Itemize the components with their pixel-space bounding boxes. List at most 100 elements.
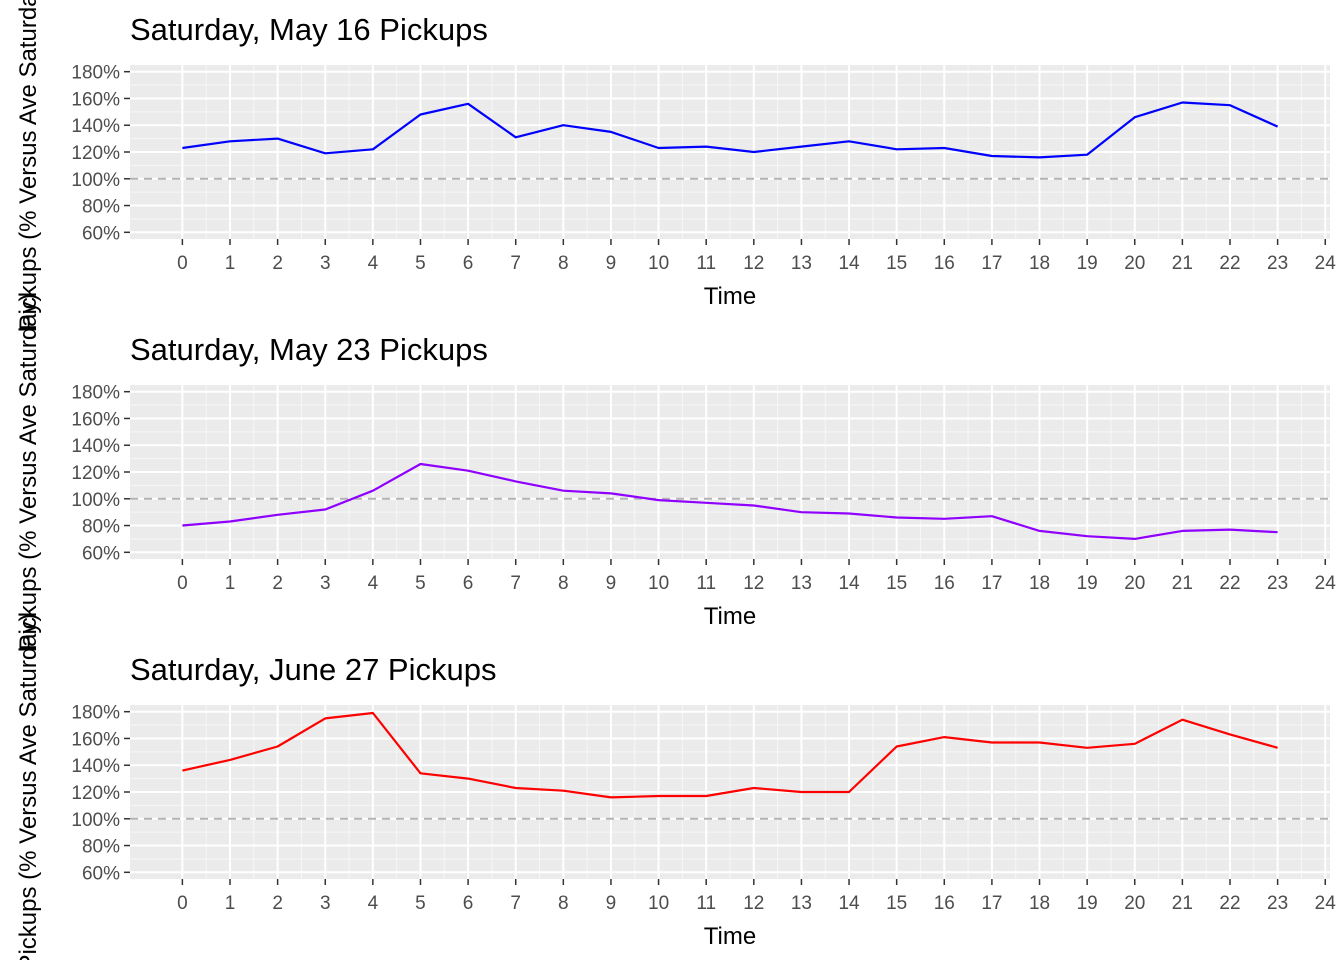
y-tick-label: 80% — [82, 197, 120, 218]
x-tick-label: 23 — [1267, 573, 1288, 594]
y-tick-label: 60% — [82, 223, 120, 244]
x-tick-label: 10 — [648, 573, 669, 594]
x-tick-label: 2 — [272, 573, 283, 594]
y-tick-label: 60% — [82, 543, 120, 564]
x-tick-label: 24 — [1315, 573, 1337, 594]
x-tick-label: 22 — [1219, 253, 1240, 274]
x-tick-label: 0 — [177, 573, 188, 594]
y-tick-label: 160% — [71, 89, 120, 110]
x-tick-label: 11 — [696, 893, 716, 914]
x-tick-label: 5 — [415, 253, 426, 274]
x-tick-label: 1 — [225, 253, 236, 274]
x-tick-label: 9 — [606, 253, 617, 274]
y-tick-label: 80% — [82, 517, 120, 538]
x-tick-label: 23 — [1267, 893, 1288, 914]
x-tick-label: 1 — [225, 573, 236, 594]
x-tick-label: 22 — [1219, 573, 1240, 594]
y-tick-label: 120% — [71, 783, 120, 804]
x-tick-label: 17 — [981, 573, 1002, 594]
x-tick-label: 3 — [320, 253, 331, 274]
x-tick-label: 7 — [510, 253, 521, 274]
y-tick-label: 140% — [71, 436, 120, 457]
y-tick-label: 180% — [71, 63, 120, 84]
x-tick-label: 22 — [1219, 893, 1240, 914]
x-tick-label: 18 — [1029, 893, 1050, 914]
x-tick-label: 19 — [1077, 253, 1098, 274]
x-tick-label: 9 — [606, 573, 617, 594]
x-tick-label: 5 — [415, 893, 426, 914]
y-tick-label: 140% — [71, 756, 120, 777]
x-tick-label: 6 — [463, 573, 474, 594]
x-tick-label: 7 — [510, 893, 521, 914]
x-axis-title: Time — [704, 603, 756, 630]
x-tick-label: 20 — [1124, 573, 1145, 594]
x-tick-label: 6 — [463, 253, 474, 274]
x-tick-label: 13 — [791, 253, 812, 274]
x-tick-label: 5 — [415, 573, 426, 594]
y-axis-title: Pickups (% Versus Ave Saturday) — [15, 0, 42, 331]
x-tick-label: 12 — [743, 573, 764, 594]
x-tick-label: 24 — [1315, 253, 1337, 274]
x-tick-label: 0 — [177, 253, 188, 274]
x-tick-label: 2 — [272, 893, 283, 914]
y-tick-label: 160% — [71, 409, 120, 430]
x-tick-label: 16 — [934, 893, 955, 914]
x-tick-label: 11 — [696, 253, 716, 274]
x-tick-label: 4 — [368, 573, 379, 594]
x-tick-label: 20 — [1124, 253, 1145, 274]
x-tick-label: 21 — [1172, 253, 1193, 274]
y-tick-label: 140% — [71, 116, 120, 137]
panel-title: Saturday, May 23 Pickups — [130, 332, 488, 367]
x-tick-label: 12 — [743, 893, 764, 914]
x-tick-label: 11 — [696, 573, 716, 594]
x-tick-label: 15 — [886, 253, 907, 274]
y-tick-label: 180% — [71, 703, 120, 724]
y-tick-label: 60% — [82, 863, 120, 884]
x-tick-label: 15 — [886, 573, 907, 594]
x-tick-label: 3 — [320, 893, 331, 914]
x-tick-label: 19 — [1077, 893, 1098, 914]
y-tick-label: 120% — [71, 143, 120, 164]
x-tick-label: 8 — [558, 253, 569, 274]
y-tick-label: 180% — [71, 383, 120, 404]
x-tick-label: 8 — [558, 573, 569, 594]
x-axis-title: Time — [704, 923, 756, 950]
y-axis-title: Pickups (% Versus Ave Saturday) — [15, 293, 42, 650]
x-tick-label: 1 — [225, 893, 236, 914]
x-tick-label: 14 — [838, 253, 860, 274]
x-tick-label: 4 — [368, 893, 379, 914]
x-tick-label: 3 — [320, 573, 331, 594]
x-tick-label: 18 — [1029, 253, 1050, 274]
x-tick-label: 6 — [463, 893, 474, 914]
x-tick-label: 7 — [510, 573, 521, 594]
x-tick-label: 4 — [368, 253, 379, 274]
x-tick-label: 15 — [886, 893, 907, 914]
y-tick-label: 160% — [71, 729, 120, 750]
series-line — [182, 462, 1278, 541]
y-tick-label: 100% — [71, 810, 120, 831]
x-tick-label: 21 — [1172, 893, 1193, 914]
x-tick-label: 14 — [838, 573, 860, 594]
x-tick-label: 19 — [1077, 573, 1098, 594]
x-tick-label: 10 — [648, 893, 669, 914]
y-tick-label: 100% — [71, 170, 120, 191]
x-tick-label: 0 — [177, 893, 188, 914]
x-axis-title: Time — [704, 283, 756, 310]
x-tick-label: 21 — [1172, 573, 1193, 594]
x-tick-label: 2 — [272, 253, 283, 274]
y-tick-label: 120% — [71, 463, 120, 484]
panel-title: Saturday, May 16 Pickups — [130, 12, 488, 47]
x-tick-label: 18 — [1029, 573, 1050, 594]
x-tick-label: 20 — [1124, 893, 1145, 914]
x-tick-label: 23 — [1267, 253, 1288, 274]
y-axis-title: Pickups (% Versus Ave Saturday) — [15, 613, 42, 960]
x-tick-label: 8 — [558, 893, 569, 914]
panel-title: Saturday, June 27 Pickups — [130, 652, 496, 687]
series-line — [182, 101, 1279, 159]
x-tick-label: 16 — [934, 573, 955, 594]
x-tick-label: 13 — [791, 893, 812, 914]
